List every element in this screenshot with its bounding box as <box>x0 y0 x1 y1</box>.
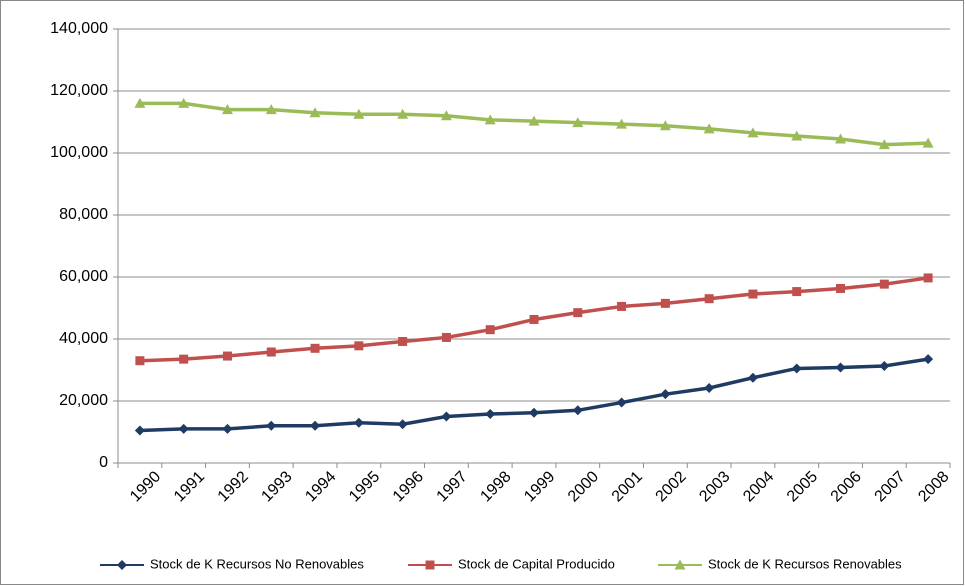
data-point <box>309 107 321 118</box>
y-tick-label: 80,000 <box>59 206 108 223</box>
data-point <box>835 133 847 144</box>
data-point <box>835 362 846 373</box>
legend-label: Stock de K Recursos Renovables <box>708 556 902 571</box>
data-point <box>178 97 190 108</box>
data-point <box>572 117 584 128</box>
data-point <box>792 287 802 297</box>
data-point <box>134 425 145 436</box>
y-tick-label: 120,000 <box>50 82 108 99</box>
data-point <box>747 127 759 138</box>
data-point <box>704 382 715 393</box>
y-tick-label: 20,000 <box>59 392 108 409</box>
y-tick-label: 140,000 <box>50 20 108 37</box>
data-point <box>266 347 276 357</box>
data-point <box>879 279 889 289</box>
legend-marker <box>117 560 127 570</box>
data-point <box>353 417 364 428</box>
data-point <box>397 108 409 119</box>
data-point <box>440 110 452 121</box>
data-point <box>179 354 189 364</box>
data-point <box>221 104 233 115</box>
data-point <box>353 108 365 119</box>
data-point <box>354 341 364 351</box>
legend-label: Stock de K Recursos No Renovables <box>150 556 364 571</box>
data-point <box>704 294 714 304</box>
data-point <box>266 420 277 431</box>
legend-label: Stock de Capital Producido <box>458 556 615 571</box>
data-point <box>617 301 627 311</box>
data-point <box>265 104 277 115</box>
data-point <box>923 273 933 283</box>
data-point <box>878 139 890 150</box>
data-point <box>397 419 408 430</box>
legend-marker <box>425 560 435 570</box>
y-tick-label: 0 <box>99 454 108 471</box>
y-tick-label: 100,000 <box>50 144 108 161</box>
data-point <box>398 336 408 346</box>
data-point <box>528 115 540 126</box>
data-point <box>572 405 583 416</box>
data-point <box>484 114 496 125</box>
data-point <box>178 423 189 434</box>
data-point <box>529 314 539 324</box>
data-point <box>616 118 628 129</box>
data-point <box>791 363 802 374</box>
y-tick-label: 60,000 <box>59 268 108 285</box>
data-point <box>836 283 846 293</box>
data-point <box>222 423 233 434</box>
data-point <box>134 97 146 108</box>
data-point <box>791 130 803 141</box>
data-point <box>441 411 452 422</box>
data-point <box>660 298 670 308</box>
data-point <box>310 343 320 353</box>
data-point <box>923 354 934 365</box>
data-point <box>922 137 934 148</box>
data-point <box>703 123 715 134</box>
legend-marker <box>674 559 686 570</box>
data-point <box>616 397 627 408</box>
data-point <box>529 407 539 418</box>
data-point <box>748 289 758 299</box>
data-point <box>485 325 495 335</box>
data-point <box>879 360 890 371</box>
data-point <box>747 372 758 383</box>
data-point <box>659 120 671 131</box>
data-point <box>222 351 232 361</box>
data-point <box>135 356 145 366</box>
data-point <box>660 389 671 400</box>
data-point <box>310 420 321 431</box>
data-point <box>485 409 496 420</box>
y-tick-label: 40,000 <box>59 330 108 347</box>
data-point <box>573 308 583 318</box>
data-point <box>441 332 451 342</box>
